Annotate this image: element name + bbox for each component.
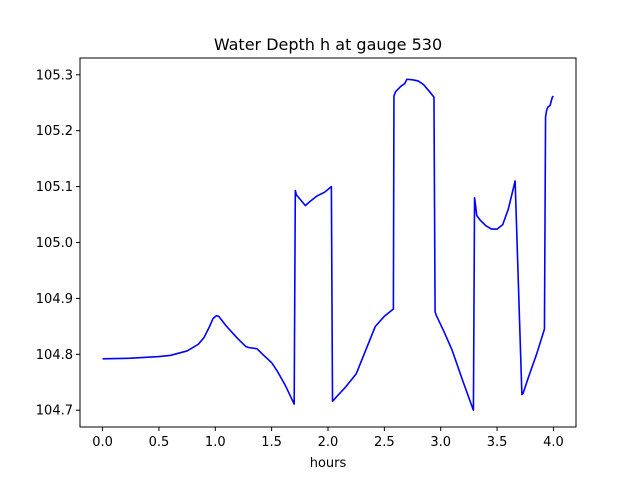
plot-content: [102, 78, 555, 412]
y-tick-label: 105.1: [36, 180, 73, 195]
y-tick-label: 104.9: [36, 292, 73, 307]
chart-title: Water Depth h at gauge 530: [214, 35, 442, 54]
series-line-0: [102, 78, 555, 412]
y-axis: 104.7 104.8 104.9 105.0 105.1 105.2 105.3: [36, 68, 80, 419]
y-tick-label: 105.2: [36, 124, 73, 139]
x-tick-label: 2.0: [318, 435, 339, 450]
x-axis-label: hours: [310, 456, 347, 471]
x-tick-label: 3.5: [487, 435, 508, 450]
x-axis: 0.0 0.5 1.0 1.5 2.0 2.5 3.0 3.5 4.0: [92, 427, 564, 450]
x-tick-label: 0.0: [92, 435, 113, 450]
x-tick-label: 1.5: [261, 435, 282, 450]
y-tick-label: 104.7: [36, 404, 73, 419]
x-tick-label: 1.0: [205, 435, 226, 450]
x-tick-label: 3.0: [430, 435, 451, 450]
x-tick-label: 4.0: [543, 435, 564, 450]
y-tick-label: 105.0: [36, 236, 73, 251]
y-tick-label: 105.3: [36, 68, 73, 83]
x-tick-label: 2.5: [374, 435, 395, 450]
plot-frame: [79, 57, 577, 428]
x-tick-label: 0.5: [149, 435, 170, 450]
y-tick-label: 104.8: [36, 348, 73, 363]
